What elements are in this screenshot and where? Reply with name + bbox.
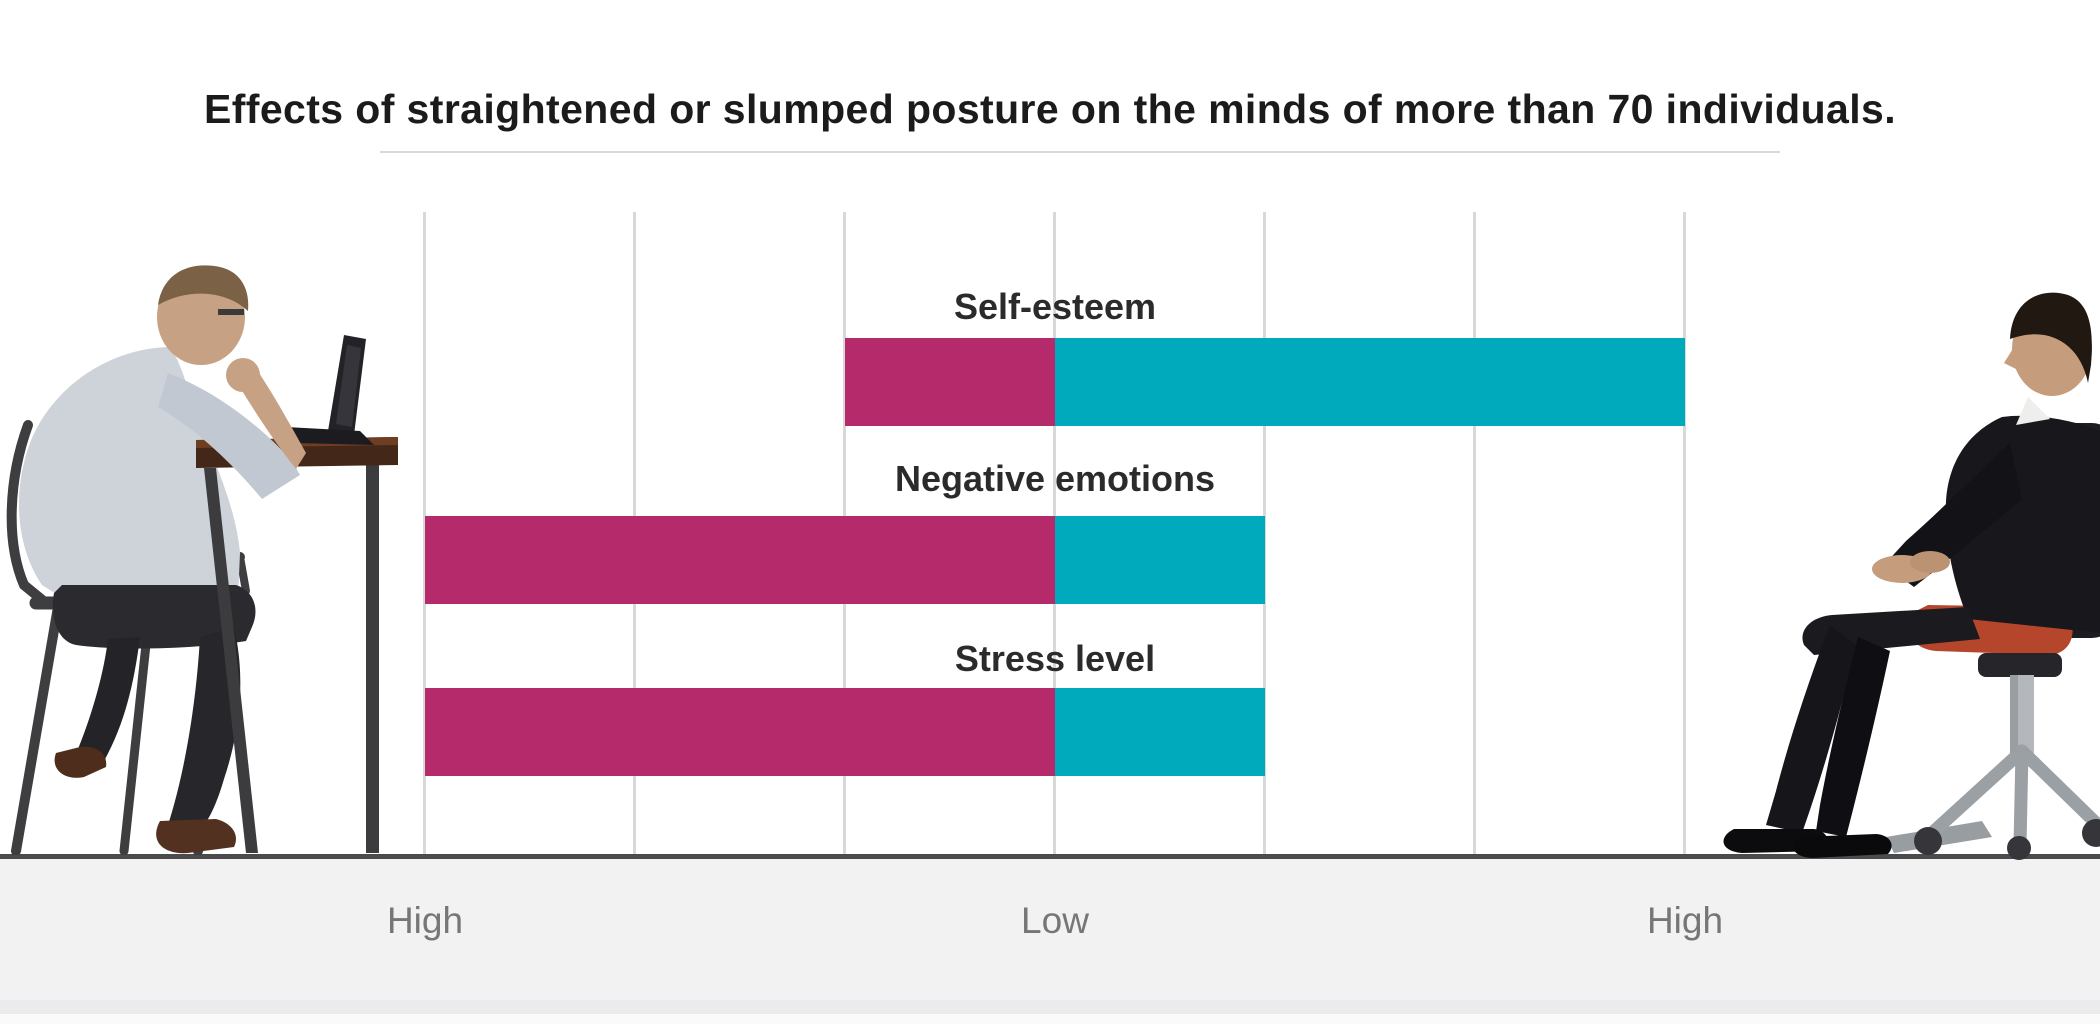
upright-man-illustration <box>1723 292 2100 860</box>
gridline <box>423 212 426 854</box>
laptop <box>286 335 374 445</box>
bar-segment-straightened <box>1055 516 1265 604</box>
gridline <box>1473 212 1476 854</box>
man-upper <box>157 265 306 499</box>
axis-tick-label: High <box>1646 900 1724 941</box>
gridline <box>1683 212 1686 854</box>
footer-strip <box>0 1014 2100 1024</box>
bar-segment-slumped <box>425 688 1055 776</box>
axis-baseline <box>0 854 2100 859</box>
axis-tick-label: Low <box>1021 900 1089 941</box>
glasses-icon <box>218 309 244 315</box>
footer-background <box>0 859 2100 1000</box>
footer-band <box>0 1000 2100 1014</box>
bar-segment-straightened <box>1055 688 1265 776</box>
man <box>1723 292 2100 858</box>
axis-tick-label: High <box>386 900 464 941</box>
slumped-man-illustration <box>6 265 398 855</box>
category-label: Stress level <box>954 638 1156 679</box>
bar-segment-slumped <box>425 516 1055 604</box>
category-label: Negative emotions <box>894 458 1216 499</box>
plot-top-border <box>380 151 1780 153</box>
page-title: Effects of straightened or slumped postu… <box>203 86 1897 132</box>
bar-segment-straightened <box>1055 338 1685 426</box>
bar-segment-slumped <box>845 338 1055 426</box>
category-label: Self-esteem <box>953 286 1157 327</box>
